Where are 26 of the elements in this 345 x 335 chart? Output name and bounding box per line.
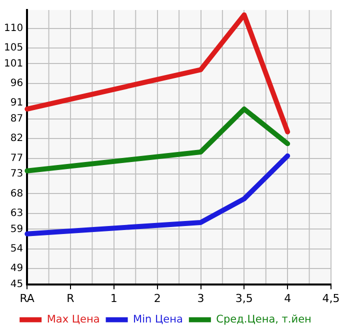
y-tick-label: 68 bbox=[10, 188, 24, 200]
y-tick-label: 49 bbox=[10, 263, 24, 274]
legend-label: Сред.Цена, т.йен bbox=[216, 313, 312, 326]
y-tick-label: 110 bbox=[4, 22, 24, 34]
y-tick-label: 73 bbox=[10, 168, 24, 180]
y-tick-label: 82 bbox=[10, 133, 24, 144]
y-tick-label: 96 bbox=[10, 78, 24, 90]
y-tick-label: 63 bbox=[10, 208, 24, 219]
y-tick-label: 45 bbox=[10, 278, 24, 290]
x-tick-label: 3 bbox=[197, 292, 204, 305]
x-tick-label: 4,5 bbox=[322, 292, 340, 305]
y-tick-label: 91 bbox=[10, 98, 24, 109]
y-tick-label: 101 bbox=[4, 58, 24, 70]
y-tick-label: 87 bbox=[10, 113, 24, 124]
legend-label: Min Цена bbox=[133, 313, 183, 326]
y-tick-label: 105 bbox=[4, 42, 24, 54]
x-tick-label: 1 bbox=[110, 292, 118, 305]
x-tick-label: RA bbox=[20, 292, 35, 305]
x-tick-label: 3,5 bbox=[235, 292, 253, 305]
legend-label: Max Цена bbox=[46, 313, 100, 326]
x-tick-label: 4 bbox=[284, 292, 292, 305]
x-tick-label: 2 bbox=[154, 292, 161, 305]
x-tick-label: R bbox=[66, 292, 75, 305]
y-tick-label: 59 bbox=[10, 224, 24, 235]
y-tick-label: 77 bbox=[10, 152, 24, 164]
y-tick-label: 54 bbox=[10, 243, 24, 254]
